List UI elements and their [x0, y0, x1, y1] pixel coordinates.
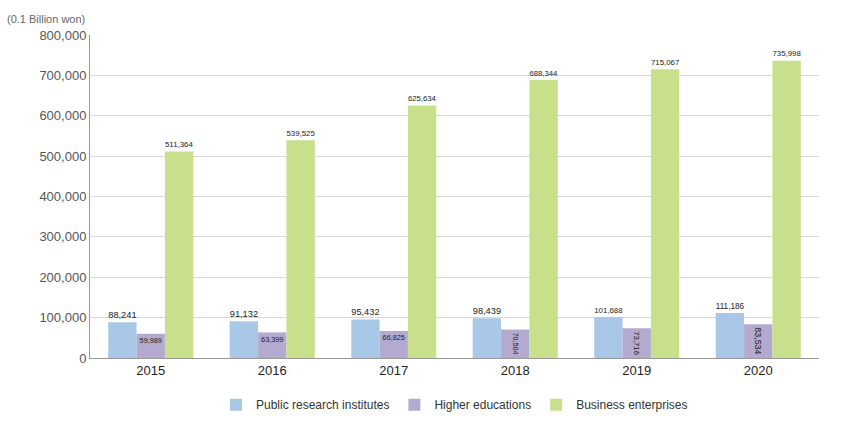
- svg-text:83,534: 83,534: [753, 327, 763, 354]
- svg-text:400,000: 400,000: [39, 189, 86, 204]
- svg-text:2020: 2020: [744, 363, 773, 378]
- svg-text:91,132: 91,132: [230, 309, 258, 319]
- svg-text:700,000: 700,000: [39, 68, 86, 83]
- svg-text:88,241: 88,241: [108, 310, 136, 320]
- svg-text:111,186: 111,186: [716, 302, 745, 311]
- svg-text:600,000: 600,000: [39, 108, 86, 123]
- svg-text:(0.1 Billion won): (0.1 Billion won): [7, 13, 85, 25]
- svg-text:70,504: 70,504: [511, 333, 520, 355]
- svg-text:625,634: 625,634: [408, 94, 437, 103]
- svg-text:200,000: 200,000: [39, 270, 86, 285]
- svg-text:2015: 2015: [136, 363, 165, 378]
- svg-text:2016: 2016: [258, 363, 287, 378]
- svg-text:Higher educations: Higher educations: [434, 398, 531, 412]
- svg-text:66,825: 66,825: [383, 333, 405, 342]
- svg-text:59,989: 59,989: [140, 336, 162, 345]
- svg-text:0: 0: [79, 351, 86, 366]
- svg-text:715,067: 715,067: [651, 58, 679, 67]
- svg-text:500,000: 500,000: [39, 149, 86, 164]
- svg-text:2018: 2018: [501, 363, 530, 378]
- svg-text:Business enterprises: Business enterprises: [576, 398, 687, 412]
- svg-text:98,439: 98,439: [473, 306, 501, 316]
- svg-text:735,998: 735,998: [772, 49, 801, 58]
- svg-text:101,688: 101,688: [594, 306, 623, 315]
- svg-text:95,432: 95,432: [351, 307, 379, 317]
- svg-text:73,716: 73,716: [632, 331, 641, 355]
- svg-text:63,399: 63,399: [261, 335, 283, 344]
- svg-text:688,344: 688,344: [529, 69, 558, 78]
- svg-text:800,000: 800,000: [39, 28, 86, 43]
- svg-text:2017: 2017: [379, 363, 408, 378]
- svg-text:511,364: 511,364: [165, 140, 194, 149]
- svg-text:Public research institutes: Public research institutes: [256, 398, 389, 412]
- svg-text:300,000: 300,000: [39, 229, 86, 244]
- svg-text:2019: 2019: [622, 363, 651, 378]
- svg-text:100,000: 100,000: [39, 310, 86, 325]
- svg-text:539,525: 539,525: [286, 129, 315, 138]
